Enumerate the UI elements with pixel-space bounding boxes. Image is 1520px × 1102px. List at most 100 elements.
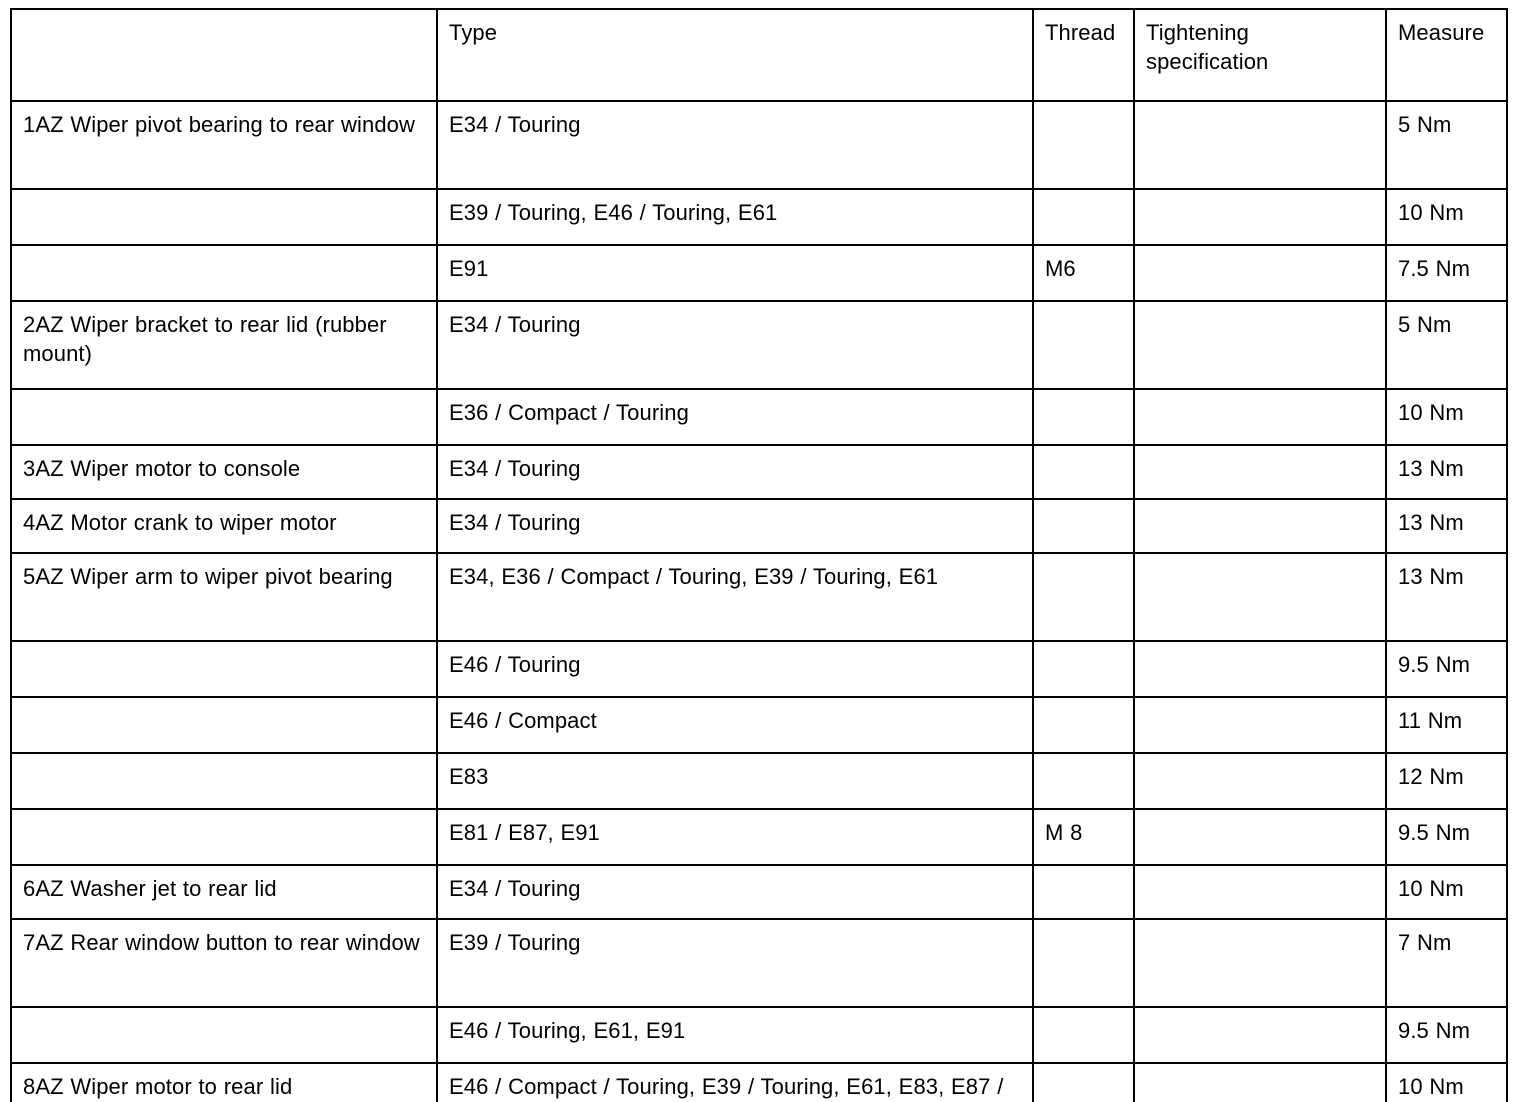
header-row: Type Thread Tightening specification Mea… <box>10 8 1508 102</box>
table-row: 2AZ Wiper bracket to rear lid (rubber mo… <box>10 300 1508 390</box>
cell-thread <box>1032 100 1135 190</box>
cell-type: E34 / Touring <box>436 444 1034 500</box>
cell-tightening <box>1133 1062 1387 1102</box>
cell-measure: 10 Nm <box>1385 864 1508 920</box>
cell-measure: 10 Nm <box>1385 388 1508 446</box>
cell-type: E46 / Touring, E61, E91 <box>436 1006 1034 1064</box>
cell-measure: 13 Nm <box>1385 498 1508 554</box>
header-measure: Measure <box>1385 8 1508 102</box>
cell-description: 3AZ Wiper motor to console <box>10 444 438 500</box>
table-body: 1AZ Wiper pivot bearing to rear window E3… <box>10 100 1508 1102</box>
table-row: E39 / Touring, E46 / Touring, E61 10 Nm <box>10 188 1508 246</box>
cell-measure: 9.5 Nm <box>1385 808 1508 866</box>
cell-thread: M 8 <box>1032 808 1135 866</box>
cell-tightening <box>1133 444 1387 500</box>
table-row: E83 12 Nm <box>10 752 1508 810</box>
cell-description <box>10 1006 438 1064</box>
table-row: 6AZ Washer jet to rear lid E34 / Touring 1… <box>10 864 1508 920</box>
cell-description: 4AZ Motor crank to wiper motor <box>10 498 438 554</box>
table-row: E46 / Touring 9.5 Nm <box>10 640 1508 698</box>
cell-description <box>10 640 438 698</box>
header-tightening-specification: Tightening specification <box>1133 8 1387 102</box>
table-row: 1AZ Wiper pivot bearing to rear window E3… <box>10 100 1508 190</box>
cell-tightening <box>1133 864 1387 920</box>
cell-measure: 5 Nm <box>1385 100 1508 190</box>
table-row: E91 M6 7.5 Nm <box>10 244 1508 302</box>
cell-type: E34 / Touring <box>436 498 1034 554</box>
cell-thread <box>1032 918 1135 1008</box>
cell-tightening <box>1133 388 1387 446</box>
cell-thread <box>1032 864 1135 920</box>
table-row: E36 / Compact / Touring 10 Nm <box>10 388 1508 446</box>
cell-description: 1AZ Wiper pivot bearing to rear window <box>10 100 438 190</box>
table-row: 8AZ Wiper motor to rear lid E46 / Compact… <box>10 1062 1508 1102</box>
cell-measure: 9.5 Nm <box>1385 640 1508 698</box>
cell-thread: M6 <box>1032 244 1135 302</box>
cell-tightening <box>1133 244 1387 302</box>
table-row: 3AZ Wiper motor to console E34 / Touring 1… <box>10 444 1508 500</box>
table-row: 5AZ Wiper arm to wiper pivot bearing E34,… <box>10 552 1508 642</box>
cell-type: E46 / Touring <box>436 640 1034 698</box>
cell-description: 5AZ Wiper arm to wiper pivot bearing <box>10 552 438 642</box>
cell-thread <box>1032 388 1135 446</box>
cell-thread <box>1032 640 1135 698</box>
cell-thread <box>1032 1006 1135 1064</box>
cell-description: 2AZ Wiper bracket to rear lid (rubber mo… <box>10 300 438 390</box>
table-row: E46 / Touring, E61, E91 9.5 Nm <box>10 1006 1508 1064</box>
cell-type: E39 / Touring <box>436 918 1034 1008</box>
cell-measure: 12 Nm <box>1385 752 1508 810</box>
cell-description <box>10 808 438 866</box>
cell-measure: 9.5 Nm <box>1385 1006 1508 1064</box>
cell-tightening <box>1133 640 1387 698</box>
table-row: 7AZ Rear window button to rear window E39… <box>10 918 1508 1008</box>
cell-measure: 10 Nm <box>1385 1062 1508 1102</box>
cell-thread <box>1032 696 1135 754</box>
cell-type: E34 / Touring <box>436 100 1034 190</box>
cell-measure: 7 Nm <box>1385 918 1508 1008</box>
cell-type: E34, E36 / Compact / Touring, E39 / Tour… <box>436 552 1034 642</box>
torque-specification-table: Type Thread Tightening specification Mea… <box>10 8 1508 1102</box>
cell-type: E34 / Touring <box>436 300 1034 390</box>
cell-measure: 10 Nm <box>1385 188 1508 246</box>
cell-description <box>10 696 438 754</box>
cell-type: E36 / Compact / Touring <box>436 388 1034 446</box>
cell-tightening <box>1133 808 1387 866</box>
table-row: E46 / Compact 11 Nm <box>10 696 1508 754</box>
cell-description <box>10 244 438 302</box>
cell-tightening <box>1133 752 1387 810</box>
cell-tightening <box>1133 552 1387 642</box>
cell-thread <box>1032 444 1135 500</box>
cell-measure: 5 Nm <box>1385 300 1508 390</box>
cell-description: 6AZ Washer jet to rear lid <box>10 864 438 920</box>
cell-type: E46 / Compact <box>436 696 1034 754</box>
cell-thread <box>1032 752 1135 810</box>
cell-tightening <box>1133 696 1387 754</box>
cell-tightening <box>1133 188 1387 246</box>
cell-type: E81 / E87, E91 <box>436 808 1034 866</box>
cell-thread <box>1032 552 1135 642</box>
table-header: Type Thread Tightening specification Mea… <box>10 8 1508 102</box>
table-row: 4AZ Motor crank to wiper motor E34 / Tour… <box>10 498 1508 554</box>
cell-measure: 13 Nm <box>1385 552 1508 642</box>
cell-type: E83 <box>436 752 1034 810</box>
cell-thread <box>1032 300 1135 390</box>
cell-tightening <box>1133 1006 1387 1064</box>
cell-description: 8AZ Wiper motor to rear lid <box>10 1062 438 1102</box>
cell-description <box>10 188 438 246</box>
cell-measure: 13 Nm <box>1385 444 1508 500</box>
header-type: Type <box>436 8 1034 102</box>
cell-thread <box>1032 188 1135 246</box>
cell-tightening <box>1133 918 1387 1008</box>
cell-description: 7AZ Rear window button to rear window <box>10 918 438 1008</box>
cell-type: E34 / Touring <box>436 864 1034 920</box>
table-row: E81 / E87, E91 M 8 9.5 Nm <box>10 808 1508 866</box>
cell-tightening <box>1133 498 1387 554</box>
cell-type: E46 / Compact / Touring, E39 / Touring, … <box>436 1062 1034 1102</box>
cell-tightening <box>1133 300 1387 390</box>
header-thread: Thread <box>1032 8 1135 102</box>
header-description <box>10 8 438 102</box>
cell-tightening <box>1133 100 1387 190</box>
cell-thread <box>1032 498 1135 554</box>
cell-type: E91 <box>436 244 1034 302</box>
